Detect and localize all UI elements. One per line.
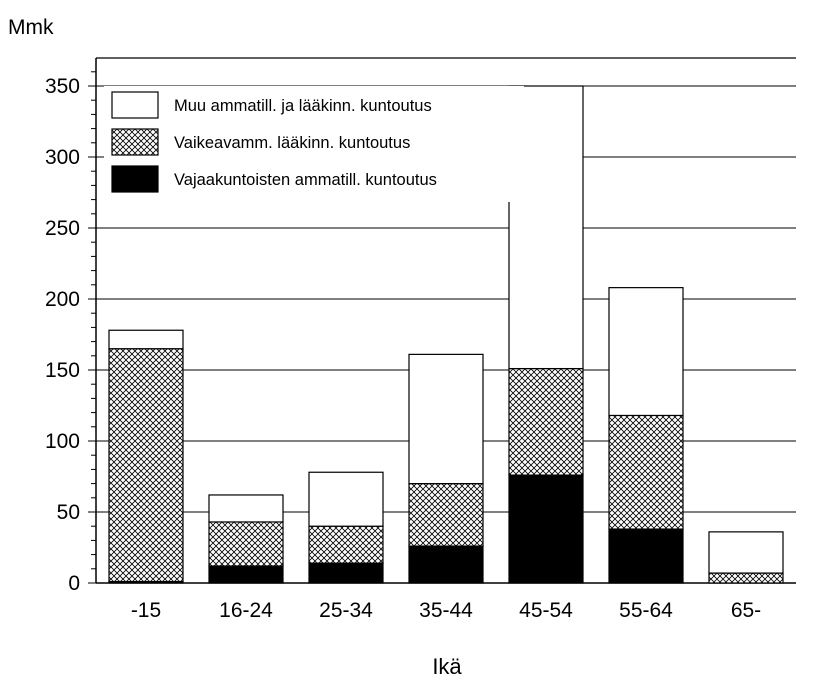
legend-label-1: Vaikeavamm. lääkinn. kuntoutus bbox=[174, 134, 410, 152]
bar-segment-25-34-s2 bbox=[308, 471, 384, 527]
x-axis-title: Ikä bbox=[432, 654, 462, 679]
x-tick-label: 45-54 bbox=[519, 599, 573, 622]
y-tick-label: 200 bbox=[45, 288, 80, 311]
x-tick-label: 55-64 bbox=[619, 599, 673, 622]
legend-swatch-2 bbox=[111, 165, 159, 193]
bar-segment-35-44-s0 bbox=[408, 545, 484, 584]
y-tick-label: 50 bbox=[57, 501, 80, 524]
y-tick-label: 350 bbox=[45, 75, 80, 98]
x-tick-label: 35-44 bbox=[419, 599, 473, 622]
bar-segment-65--s1 bbox=[708, 572, 784, 584]
bar-segment-25-34-s0 bbox=[308, 562, 384, 584]
bar-segment--15-s2 bbox=[108, 329, 184, 350]
bar-segment-55-64-s2 bbox=[608, 287, 684, 417]
bar-segment-25-34-s1 bbox=[308, 525, 384, 564]
bar-segment-16-24-s2 bbox=[208, 494, 284, 523]
legend-label-0: Muu ammatill. ja lääkinn. kuntoutus bbox=[174, 97, 432, 115]
bar-segment-45-54-s1 bbox=[508, 367, 584, 476]
plot-area: 0 50 100 150 200 250 300 350 -15 16-24 25-34 35-44 4… bbox=[45, 57, 796, 622]
y-unit-label: Mmk bbox=[8, 16, 54, 39]
x-tick-label: 16-24 bbox=[219, 599, 273, 622]
legend-background bbox=[104, 86, 524, 202]
bar-segment-16-24-s0 bbox=[208, 565, 284, 584]
y-tick-label: 300 bbox=[45, 146, 80, 169]
legend-swatch-0 bbox=[111, 91, 159, 119]
y-tick-label: 100 bbox=[45, 430, 80, 453]
bar-segment-45-54-s0 bbox=[508, 474, 584, 584]
y-tick-label: 250 bbox=[45, 217, 80, 240]
legend-label-2: Vajaakuntoisten ammatill. kuntoutus bbox=[174, 171, 437, 189]
y-tick-label: 150 bbox=[45, 359, 80, 382]
bar-segment-35-44-s2 bbox=[408, 353, 484, 485]
bar-segment-55-64-s0 bbox=[608, 528, 684, 584]
bar-segment-16-24-s1 bbox=[208, 521, 284, 567]
x-tick-label: 65- bbox=[731, 599, 761, 622]
x-tick-label: -15 bbox=[131, 599, 161, 622]
y-tick-label: 0 bbox=[68, 572, 80, 595]
bar-segment--15-s1 bbox=[108, 348, 184, 583]
legend-swatch-1 bbox=[111, 128, 159, 156]
bar-segment-35-44-s1 bbox=[408, 483, 484, 547]
bar-segment-55-64-s1 bbox=[608, 414, 684, 530]
x-tick-label: 25-34 bbox=[319, 599, 373, 622]
bar-segment-65--s2 bbox=[708, 531, 784, 574]
